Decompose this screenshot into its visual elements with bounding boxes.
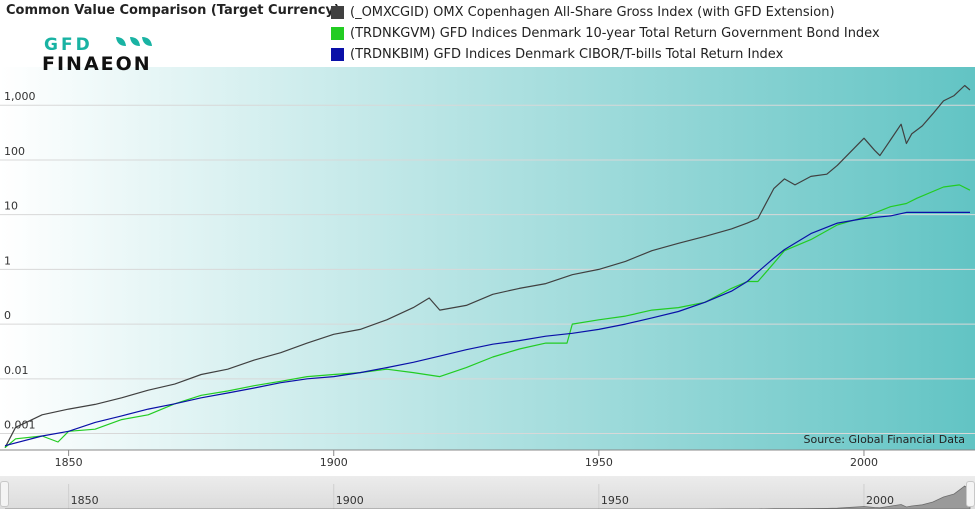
legend-item-trdnkgvm[interactable]: (TRDNKGVM) GFD Indices Denmark 10-year T… — [331, 23, 880, 44]
y-tick-label: 0.01 — [4, 364, 29, 377]
x-axis: 1850 1900 1950 2000 — [55, 450, 878, 469]
legend-label: (TRDNKBIM) GFD Indices Denmark CIBOR/T-b… — [350, 47, 784, 62]
series-line-0 — [4, 84, 971, 448]
legend: (_OMXCGID) OMX Copenhagen All-Share Gros… — [331, 2, 880, 65]
navigator-background[interactable] — [0, 476, 975, 509]
gfd-finaeon-logo: GFD FINAEON — [42, 35, 152, 72]
plot-background — [0, 67, 975, 450]
series-lines — [4, 84, 971, 449]
y-tick-label: 1,000 — [4, 90, 36, 103]
leaf-icon — [142, 37, 152, 46]
x-tick-label: 1900 — [320, 456, 348, 469]
logo-text-bottom: FINAEON — [42, 53, 152, 72]
legend-item-omxcgid[interactable]: (_OMXCGID) OMX Copenhagen All-Share Gros… — [331, 2, 880, 23]
series-line-1 — [4, 184, 971, 449]
y-tick-label: 1 — [4, 254, 11, 267]
legend-swatch — [331, 6, 344, 19]
legend-swatch — [331, 27, 344, 40]
series-line-2 — [4, 211, 970, 447]
y-tick-label: 0 — [4, 309, 11, 322]
navigator-axis: 1850 1900 1950 2000 — [68, 484, 894, 509]
legend-label: (TRDNKGVM) GFD Indices Denmark 10-year T… — [350, 26, 880, 41]
navigator-series — [5, 485, 971, 509]
leaf-icon — [130, 37, 140, 46]
navigator-tick-label: 1850 — [71, 494, 99, 507]
source-note: Source: Global Financial Data — [803, 433, 966, 446]
chart-title: Common Value Comparison (Target Currency… — [6, 3, 340, 18]
y-tick-label: 10 — [4, 200, 18, 213]
navigator-left-handle[interactable] — [0, 481, 9, 507]
y-tick-label: 100 — [4, 145, 25, 158]
navigator-tick-label: 1900 — [336, 494, 364, 507]
navigator-right-handle[interactable] — [966, 481, 975, 507]
x-tick-label: 1850 — [55, 456, 83, 469]
gridlines — [0, 104, 975, 435]
legend-label: (_OMXCGID) OMX Copenhagen All-Share Gros… — [350, 5, 835, 20]
leaf-icon — [116, 37, 126, 46]
x-tick-label: 2000 — [850, 456, 878, 469]
logo-text-top: GFD — [44, 35, 93, 55]
x-tick-label: 1950 — [585, 456, 613, 469]
legend-swatch — [331, 48, 344, 61]
legend-item-trdnkbim[interactable]: (TRDNKBIM) GFD Indices Denmark CIBOR/T-b… — [331, 44, 880, 65]
navigator-tick-label: 2000 — [866, 494, 894, 507]
navigator-tick-label: 1950 — [601, 494, 629, 507]
